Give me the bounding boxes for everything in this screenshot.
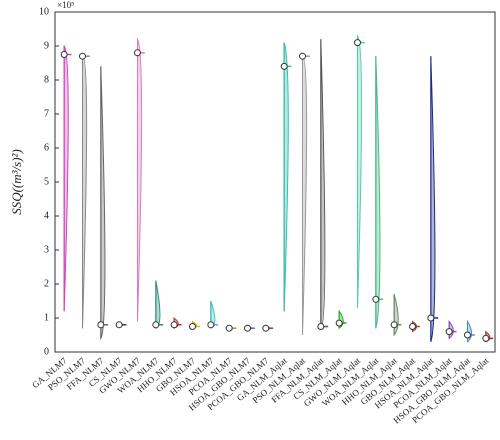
mean-marker	[427, 314, 435, 322]
mean-marker	[464, 331, 471, 339]
mean-marker	[445, 328, 453, 336]
y-tick-label: 8	[44, 74, 49, 85]
plot-frame	[54, 11, 496, 353]
mean-marker	[299, 52, 306, 60]
half-violin	[63, 44, 69, 312]
half-violin	[155, 280, 161, 329]
mean-marker	[244, 324, 251, 332]
half-violin	[430, 56, 436, 342]
y-tick-label: 2	[44, 278, 49, 289]
mean-marker	[170, 321, 178, 329]
y-tick-label: 5	[44, 176, 49, 187]
mean-marker	[115, 321, 123, 329]
mean-marker	[97, 321, 105, 329]
half-violin	[100, 66, 106, 341]
y-axis-label: SSQ((m³/s)²)	[9, 149, 24, 215]
mean-marker	[482, 334, 490, 342]
y-tick-label: 1	[44, 312, 49, 323]
mean-marker	[335, 319, 343, 327]
mean-marker	[372, 295, 380, 303]
mean-marker	[409, 323, 416, 330]
mean-marker	[189, 323, 196, 330]
mean-marker	[60, 51, 68, 58]
half-violin	[320, 39, 326, 329]
y-tick-label: 0	[44, 346, 49, 357]
mean-marker	[225, 324, 233, 332]
y-tick-label: 7	[44, 108, 49, 119]
mean-marker	[134, 49, 141, 57]
mean-marker	[317, 323, 325, 330]
half-violin	[283, 42, 289, 312]
half-violin	[393, 294, 399, 337]
y-exponent: ×10⁵	[57, 0, 74, 10]
mean-marker	[207, 321, 215, 329]
y-tick-label: 6	[44, 142, 49, 153]
y-tick-label: 3	[44, 244, 49, 255]
mean-marker	[390, 321, 398, 329]
mean-marker	[79, 52, 86, 60]
half-violin	[82, 55, 88, 329]
half-violin	[302, 55, 308, 336]
half-violin	[375, 56, 381, 329]
y-tick-label: 10	[39, 6, 49, 17]
y-tick-label: 4	[44, 210, 49, 221]
half-violin	[357, 34, 363, 308]
mean-marker	[280, 62, 288, 70]
mean-marker	[354, 39, 361, 47]
mean-marker	[152, 321, 160, 329]
y-tick-label: 9	[44, 40, 49, 51]
mean-marker	[262, 324, 270, 332]
half-violin	[137, 37, 143, 322]
